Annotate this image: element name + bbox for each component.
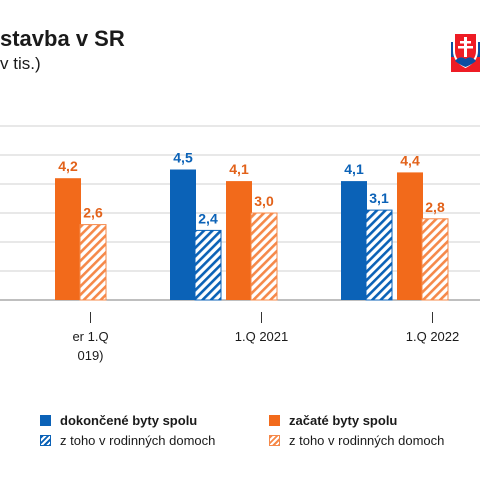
value-labels: 4,22,64,52,44,13,04,13,14,42,84,63 <box>58 150 445 227</box>
legend-item: začaté byty spolu <box>269 413 397 428</box>
bar-hatched-orange <box>79 224 107 301</box>
legend-swatch <box>40 415 51 426</box>
legend-swatch <box>269 435 280 446</box>
legend-label: z toho v rodinných domoch <box>289 433 445 448</box>
category-label: 019) <box>77 348 103 363</box>
category-label: er 1.Q <box>72 329 108 344</box>
legend-label: dokončené byty spolu <box>60 413 198 428</box>
chart-subtitle: v tis.) <box>0 54 41 73</box>
data-label: 3,1 <box>369 190 389 206</box>
bar-orange <box>226 181 252 300</box>
category-label: 1.Q 2022 <box>406 329 460 344</box>
bar-hatched-blue <box>365 209 393 301</box>
bar-blue <box>170 169 196 300</box>
bar-hatched-blue <box>194 229 222 301</box>
legend-swatch <box>40 435 51 446</box>
legend-item: z toho v rodinných domoch <box>40 433 215 448</box>
bar-blue <box>341 181 367 300</box>
data-label: 4,5 <box>173 150 193 166</box>
bars <box>55 169 449 301</box>
data-label: 4,1 <box>344 161 364 177</box>
category-label: 1.Q 2021 <box>235 329 289 344</box>
data-label: 4,4 <box>400 152 420 168</box>
data-label: 3,0 <box>254 193 274 209</box>
legend-item: dokončené byty spolu <box>40 413 197 428</box>
chart-title: stavba v SR <box>0 26 125 51</box>
data-label: 2,8 <box>425 199 445 215</box>
data-label: 4,2 <box>58 158 78 174</box>
data-label: 2,4 <box>198 210 218 226</box>
legend-item: z toho v rodinných domoch <box>269 433 444 448</box>
legend-label: z toho v rodinných domoch <box>60 433 216 448</box>
legend-label: začaté byty spolu <box>289 413 398 428</box>
bar-hatched-orange <box>250 212 278 301</box>
bar-orange <box>55 178 81 300</box>
slovak-coat-of-arms-icon <box>451 27 480 72</box>
bar-orange <box>397 172 423 300</box>
data-label: 4,1 <box>229 161 249 177</box>
legend-swatch <box>269 415 280 426</box>
bar-hatched-orange <box>421 218 449 301</box>
data-label: 2,6 <box>83 205 103 221</box>
